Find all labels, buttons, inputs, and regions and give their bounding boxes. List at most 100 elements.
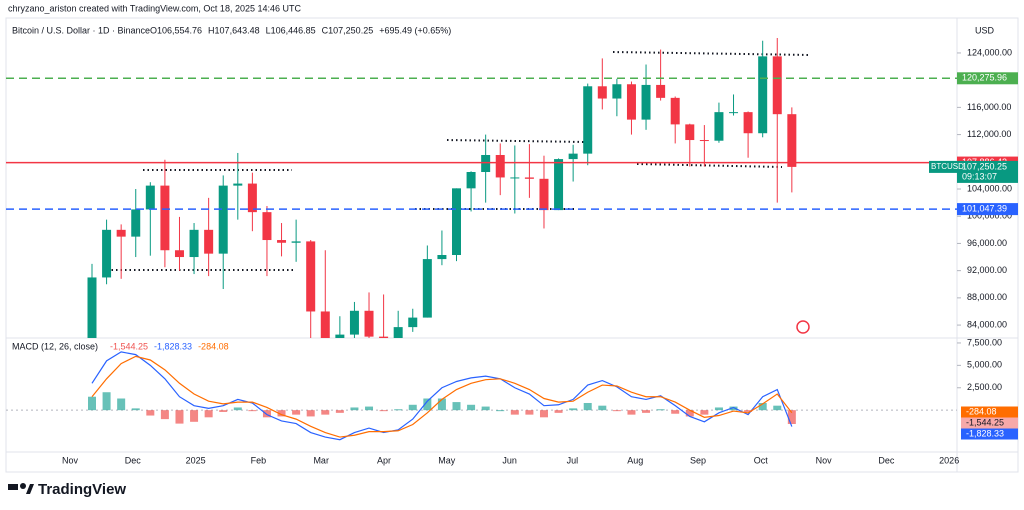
- candle-body: [422, 259, 432, 318]
- candle-body: [583, 86, 593, 154]
- candle-body: [641, 84, 651, 120]
- histogram-bar: [248, 410, 257, 412]
- legend-value: -1,828.33: [154, 341, 192, 351]
- candle-body: [393, 327, 403, 338]
- histogram-bar: [292, 410, 301, 415]
- candle-body: [189, 229, 199, 258]
- candle-body: [699, 140, 709, 142]
- candle-body: [510, 177, 520, 179]
- histogram-bar: [787, 410, 796, 424]
- legend-value: -284.08: [198, 341, 229, 351]
- histogram-bar: [423, 398, 432, 411]
- x-tick-label: Aug: [627, 455, 643, 465]
- histogram-bar: [204, 410, 213, 418]
- macd-line: [91, 351, 793, 441]
- y-tick-label: 5,000.00: [967, 360, 1002, 370]
- x-tick-label: Dec: [125, 455, 142, 465]
- histogram-bar: [175, 410, 184, 424]
- candle-body: [670, 97, 680, 125]
- candle-body: [174, 250, 184, 258]
- histogram-bar: [583, 402, 592, 411]
- histogram-bar: [467, 404, 476, 411]
- candle-body: [116, 229, 126, 237]
- candle-body: [379, 336, 389, 338]
- candle-body: [335, 334, 345, 338]
- x-tick-label: 2026: [939, 455, 959, 465]
- candle-body: [568, 153, 578, 160]
- histogram-bar: [102, 392, 111, 411]
- ohlc-value: O106,554.76: [150, 25, 202, 35]
- candle-body: [102, 229, 112, 278]
- ohlc-value: +695.49 (+0.65%): [379, 25, 451, 35]
- histogram-bar: [554, 410, 563, 413]
- histogram-bar: [642, 410, 651, 413]
- histogram-bar: [219, 410, 228, 412]
- histogram-bar: [306, 410, 315, 417]
- histogram-bar: [598, 405, 607, 411]
- histogram-bar: [525, 410, 534, 415]
- candle-body: [539, 178, 549, 211]
- histogram-bar: [379, 410, 388, 412]
- x-tick-label: 2025: [186, 455, 206, 465]
- histogram-bar: [117, 398, 126, 411]
- histogram-bar: [131, 408, 140, 411]
- candle-body: [685, 124, 695, 141]
- candle-body: [349, 310, 359, 335]
- y-tick-label: 84,000.00: [967, 319, 1007, 329]
- candle-body: [466, 172, 476, 189]
- histogram-bar: [190, 410, 199, 422]
- value-box: [961, 406, 1018, 418]
- level-label-box: [957, 203, 1018, 216]
- x-tick-label: Sep: [690, 455, 706, 465]
- trendline: [612, 51, 811, 56]
- candle-body: [87, 277, 97, 338]
- ohlc-value: H107,643.48: [208, 25, 260, 35]
- candle-body: [452, 188, 461, 256]
- x-tick-label: Jun: [502, 455, 517, 465]
- candle-body: [772, 56, 782, 115]
- histogram-bar: [160, 410, 169, 420]
- y-tick-label: 88,000.00: [967, 292, 1007, 302]
- candle-body: [131, 209, 141, 237]
- trendline: [446, 139, 587, 143]
- histogram-bar: [612, 410, 621, 412]
- histogram-bar: [321, 410, 330, 415]
- candle-body: [656, 84, 666, 98]
- ohlc-value: C107,250.25: [322, 25, 374, 35]
- candle-body: [306, 241, 316, 312]
- candle-body: [714, 112, 724, 141]
- y-tick-label: 2,500.00: [967, 382, 1002, 392]
- histogram-bar: [335, 410, 344, 413]
- price-box: [957, 160, 1018, 183]
- level-label: 101,047.39: [962, 203, 1007, 213]
- histogram-bar: [685, 410, 694, 417]
- histogram-bar: [729, 406, 738, 411]
- candle-body: [524, 177, 534, 179]
- histogram-bar: [277, 410, 286, 417]
- candle-body: [364, 310, 374, 337]
- chart-title: Bitcoin / U.S. Dollar · 1D · Binance: [12, 25, 150, 35]
- macd-title: MACD (12, 26, close): [12, 341, 98, 351]
- y-tick-label: 100,000.00: [967, 211, 1012, 221]
- candle-body: [597, 86, 607, 99]
- logo: TradingView: [8, 481, 126, 498]
- level-label-box: [957, 72, 1018, 85]
- candle-body: [612, 84, 622, 99]
- candle-body: [247, 183, 257, 213]
- x-tick-label: Nov: [62, 455, 79, 465]
- candle-body: [626, 84, 636, 120]
- histogram-bar: [233, 407, 242, 411]
- event-icon[interactable]: [796, 320, 810, 334]
- candle-body: [758, 56, 768, 134]
- y-tick-label: 96,000.00: [967, 238, 1007, 248]
- ohlc-value: L106,446.85: [266, 25, 316, 35]
- histogram-bar: [452, 402, 461, 411]
- y-tick-label: 7,500.00: [967, 337, 1002, 347]
- histogram-bar: [408, 404, 417, 411]
- x-tick-label: Apr: [377, 455, 391, 465]
- symbol: BTCUSD: [931, 162, 964, 171]
- candle-body: [160, 185, 170, 251]
- candle-body: [262, 212, 272, 241]
- value-box-label: -284.08: [966, 406, 997, 416]
